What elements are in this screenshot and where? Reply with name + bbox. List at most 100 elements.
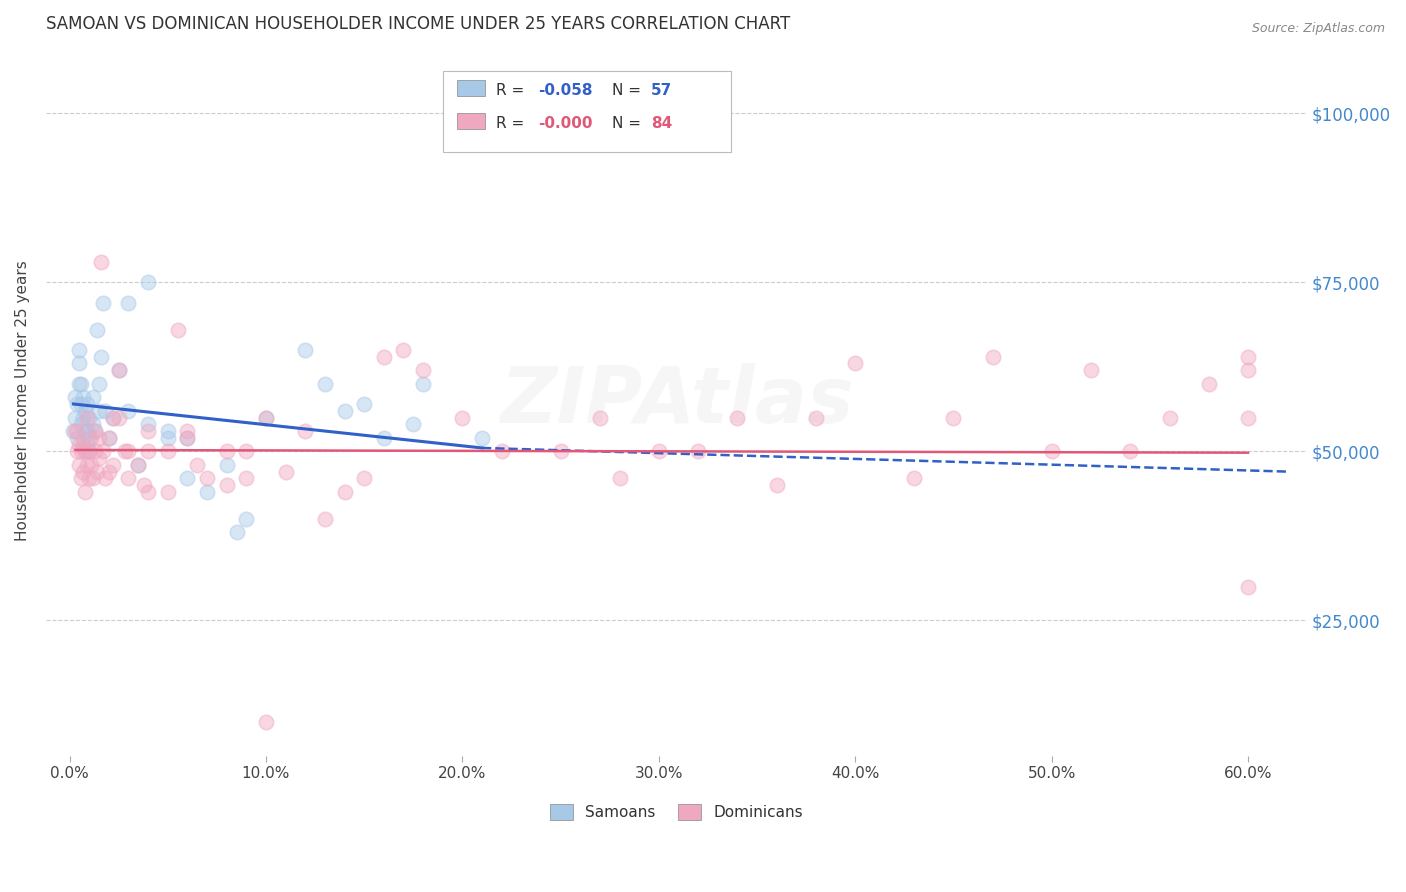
Point: [225, 525, 247, 540]
Point: [82, 471, 104, 485]
Point: [65, 410, 87, 425]
Point: [412, 363, 434, 377]
Point: [84, 444, 107, 458]
Point: [127, 458, 149, 472]
Point: [186, 458, 208, 472]
Point: [66, 444, 89, 458]
Point: [86, 465, 108, 479]
Point: [1080, 363, 1102, 377]
Point: [72, 431, 94, 445]
Point: [70, 376, 93, 391]
Point: [156, 444, 179, 458]
Point: [86, 323, 108, 337]
Point: [87, 403, 110, 417]
Point: [1119, 444, 1142, 458]
Point: [1159, 410, 1181, 425]
Point: [107, 363, 129, 377]
Point: [80, 431, 103, 445]
Point: [65, 390, 87, 404]
Point: [94, 471, 117, 485]
Point: [67, 343, 90, 357]
Point: [101, 410, 124, 425]
Point: [117, 295, 139, 310]
Point: [166, 323, 188, 337]
Point: [1237, 363, 1260, 377]
Point: [75, 424, 97, 438]
Point: [589, 410, 612, 425]
Point: [765, 478, 787, 492]
Point: [97, 431, 120, 445]
Point: [235, 512, 257, 526]
Point: [373, 431, 395, 445]
Point: [942, 410, 965, 425]
Point: [70, 397, 93, 411]
Point: [101, 410, 124, 425]
Point: [195, 471, 218, 485]
Text: SAMOAN VS DOMINICAN HOUSEHOLDER INCOME UNDER 25 YEARS CORRELATION CHART: SAMOAN VS DOMINICAN HOUSEHOLDER INCOME U…: [46, 15, 790, 33]
Point: [136, 444, 159, 458]
Point: [176, 431, 198, 445]
Point: [215, 458, 238, 472]
Point: [91, 444, 114, 458]
Point: [294, 343, 316, 357]
Point: [136, 424, 159, 438]
Point: [1040, 444, 1063, 458]
Point: [77, 431, 100, 445]
Point: [75, 444, 97, 458]
Point: [156, 431, 179, 445]
Point: [1198, 376, 1220, 391]
Text: N =: N =: [612, 84, 645, 98]
Point: [254, 410, 277, 425]
Point: [1237, 410, 1260, 425]
Point: [136, 417, 159, 432]
Point: [66, 431, 89, 445]
Point: [725, 410, 748, 425]
Point: [76, 410, 98, 425]
Point: [84, 424, 107, 438]
Point: [176, 431, 198, 445]
Point: [117, 471, 139, 485]
Text: -0.000: -0.000: [538, 116, 593, 130]
Point: [254, 714, 277, 729]
Point: [67, 458, 90, 472]
Point: [87, 376, 110, 391]
Point: [353, 397, 375, 411]
Point: [75, 484, 97, 499]
Point: [107, 363, 129, 377]
Point: [314, 376, 336, 391]
Point: [77, 444, 100, 458]
Point: [90, 255, 112, 269]
Point: [97, 431, 120, 445]
Point: [82, 390, 104, 404]
Point: [1237, 580, 1260, 594]
Point: [235, 444, 257, 458]
Point: [333, 403, 356, 417]
Point: [402, 417, 425, 432]
Point: [195, 484, 218, 499]
Point: [62, 424, 84, 438]
Text: R =: R =: [496, 116, 530, 130]
Point: [491, 444, 513, 458]
Point: [90, 350, 112, 364]
Point: [176, 471, 198, 485]
Point: [844, 356, 866, 370]
Point: [87, 431, 110, 445]
Point: [412, 376, 434, 391]
Point: [70, 444, 93, 458]
Point: [97, 465, 120, 479]
Legend: Samoans, Dominicans: Samoans, Dominicans: [544, 797, 810, 826]
Point: [215, 478, 238, 492]
Point: [215, 444, 238, 458]
Point: [76, 397, 98, 411]
Point: [65, 424, 87, 438]
Point: [176, 424, 198, 438]
Point: [274, 465, 297, 479]
Point: [314, 512, 336, 526]
Y-axis label: Householder Income Under 25 years: Householder Income Under 25 years: [15, 260, 30, 541]
Point: [77, 471, 100, 485]
Text: Source: ZipAtlas.com: Source: ZipAtlas.com: [1251, 22, 1385, 36]
Point: [87, 451, 110, 466]
Point: [76, 437, 98, 451]
Point: [82, 417, 104, 432]
Point: [156, 484, 179, 499]
